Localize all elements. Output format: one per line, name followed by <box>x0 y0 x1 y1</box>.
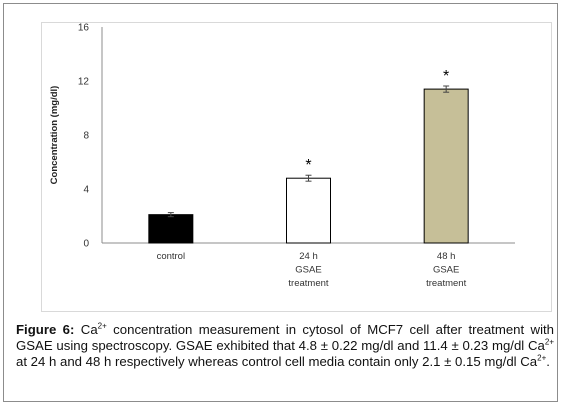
bar <box>148 214 194 244</box>
caption-text-segment: at 24 h and 48 h respectively whereas co… <box>16 354 538 369</box>
caption-superscript: 2+ <box>97 321 107 331</box>
x-category-label: treatment <box>426 278 466 289</box>
y-tick-label: 8 <box>83 131 89 142</box>
caption-superscript: 2+ <box>537 353 547 363</box>
x-category-label: 24 h <box>299 251 318 262</box>
caption-text-segment: Ca <box>74 322 98 337</box>
caption-text-segment: . <box>546 354 550 369</box>
bar <box>423 88 469 244</box>
significance-marker: * <box>305 157 311 174</box>
caption-text: Ca2+ concentration measurement in cytoso… <box>16 322 554 369</box>
caption-text-segment: concentration measurement in cytosol of … <box>16 322 555 353</box>
bar <box>286 177 331 244</box>
x-category-label: 48 h <box>437 251 456 262</box>
figure-caption: Figure 6: Ca2+ concentration measurement… <box>16 322 554 370</box>
x-category-label: treatment <box>288 278 328 289</box>
y-axis-label: Concentration (mg/dl) <box>49 86 60 185</box>
y-tick-label: 0 <box>83 239 89 250</box>
y-tick-label: 12 <box>78 77 90 88</box>
x-category-label: control <box>157 251 186 262</box>
significance-marker: * <box>443 68 449 85</box>
caption-superscript: 2+ <box>544 337 554 347</box>
caption-label: Figure 6: <box>16 322 75 337</box>
x-category-label: GSAE <box>295 265 321 276</box>
y-tick-label: 4 <box>83 185 89 196</box>
x-category-label: GSAE <box>433 265 459 276</box>
y-tick-label: 16 <box>78 23 90 34</box>
